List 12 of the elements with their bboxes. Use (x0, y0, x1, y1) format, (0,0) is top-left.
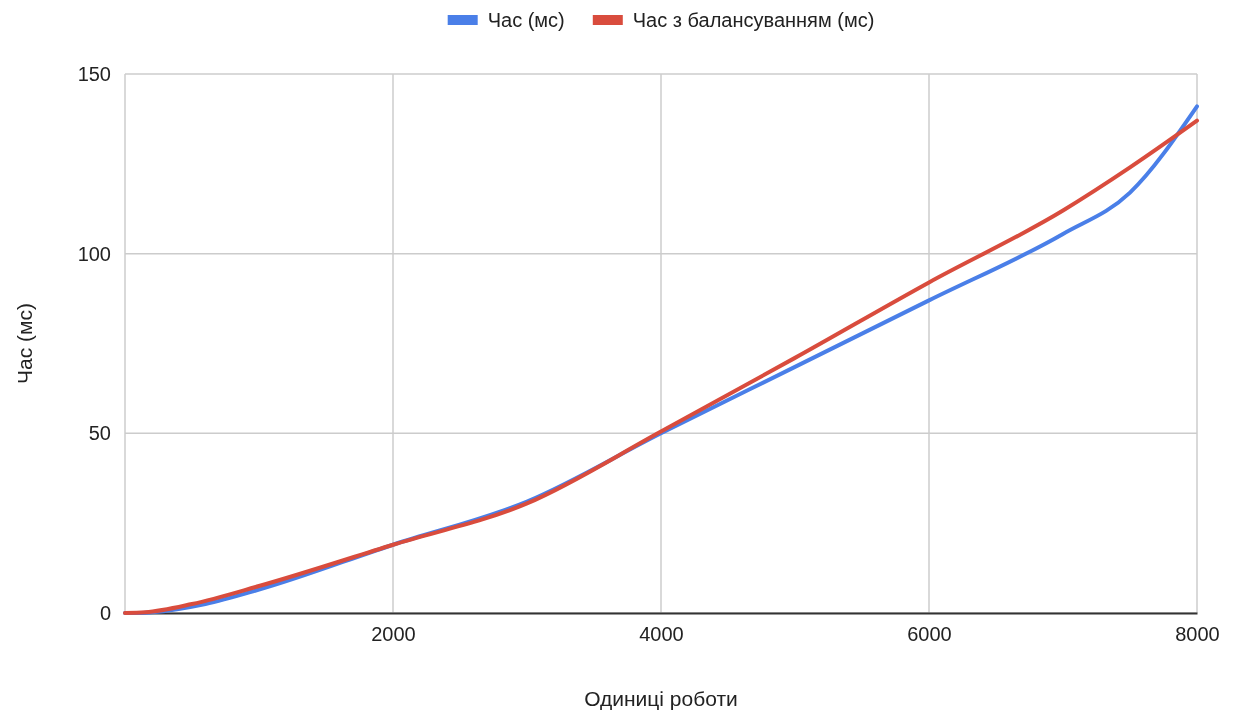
y-axis-title: Час (мс) (13, 303, 36, 384)
x-tick-label: 4000 (639, 623, 684, 646)
y-tick-label: 0 (99, 601, 111, 624)
legend-label: Час з балансуванням (мс) (632, 9, 875, 31)
y-tick-label: 150 (77, 62, 111, 85)
legend-label: Час (мс) (487, 9, 565, 31)
x-axis-title: Одиниці роботи (584, 687, 738, 710)
y-tick-label: 50 (88, 422, 111, 445)
y-tick-label: 100 (77, 242, 111, 265)
x-tick-label: 6000 (907, 623, 952, 646)
x-tick-label: 8000 (1175, 623, 1220, 646)
x-tick-label: 2000 (371, 623, 416, 646)
